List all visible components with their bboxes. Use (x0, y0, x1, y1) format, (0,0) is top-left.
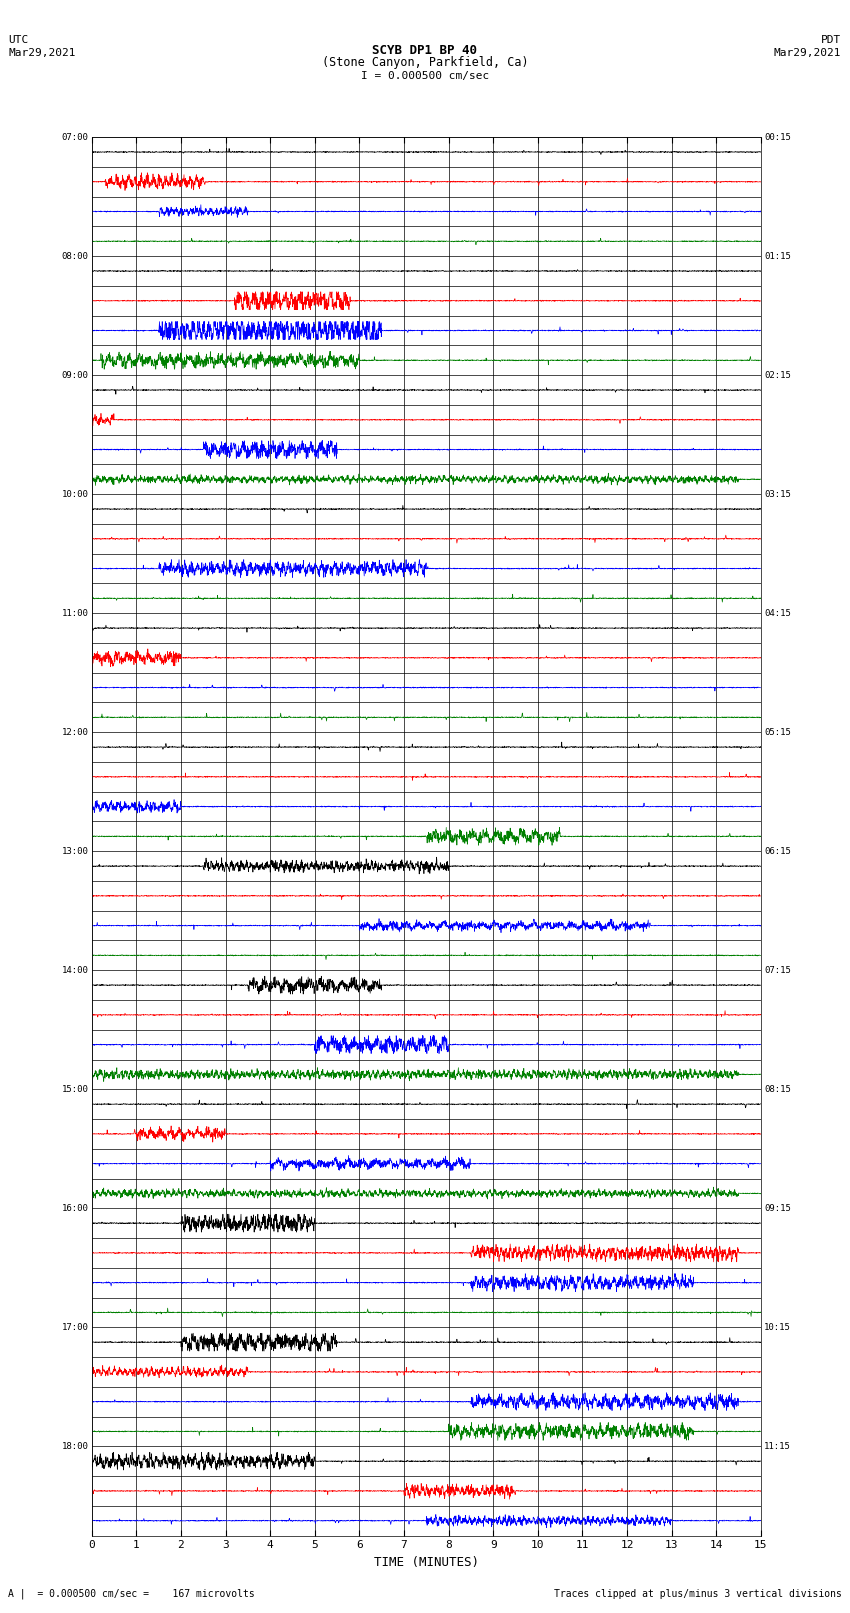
X-axis label: TIME (MINUTES): TIME (MINUTES) (374, 1557, 479, 1569)
Text: 12:00: 12:00 (61, 727, 88, 737)
Text: 11:15: 11:15 (764, 1442, 791, 1450)
Text: (Stone Canyon, Parkfield, Ca): (Stone Canyon, Parkfield, Ca) (321, 56, 529, 69)
Text: A |  = 0.000500 cm/sec =    167 microvolts: A | = 0.000500 cm/sec = 167 microvolts (8, 1589, 255, 1598)
Text: 09:00: 09:00 (61, 371, 88, 379)
Text: 13:00: 13:00 (61, 847, 88, 857)
Text: 11:00: 11:00 (61, 608, 88, 618)
Text: 07:00: 07:00 (61, 132, 88, 142)
Text: I = 0.000500 cm/sec: I = 0.000500 cm/sec (361, 71, 489, 82)
Text: 07:15: 07:15 (764, 966, 791, 974)
Text: 10:15: 10:15 (764, 1323, 791, 1332)
Text: 05:15: 05:15 (764, 727, 791, 737)
Text: 06:15: 06:15 (764, 847, 791, 857)
Text: 18:00: 18:00 (61, 1442, 88, 1450)
Text: 10:00: 10:00 (61, 490, 88, 498)
Text: Mar29,2021: Mar29,2021 (774, 48, 842, 58)
Text: 01:15: 01:15 (764, 252, 791, 261)
Text: 16:00: 16:00 (61, 1203, 88, 1213)
Text: UTC: UTC (8, 35, 29, 45)
Text: 08:00: 08:00 (61, 252, 88, 261)
Text: 14:00: 14:00 (61, 966, 88, 974)
Text: 17:00: 17:00 (61, 1323, 88, 1332)
Text: 03:15: 03:15 (764, 490, 791, 498)
Text: 15:00: 15:00 (61, 1086, 88, 1094)
Text: 02:15: 02:15 (764, 371, 791, 379)
Text: SCYB DP1 BP 40: SCYB DP1 BP 40 (372, 44, 478, 58)
Text: 00:15: 00:15 (764, 132, 791, 142)
Text: Mar29,2021: Mar29,2021 (8, 48, 76, 58)
Text: 04:15: 04:15 (764, 608, 791, 618)
Text: 08:15: 08:15 (764, 1086, 791, 1094)
Text: Traces clipped at plus/minus 3 vertical divisions: Traces clipped at plus/minus 3 vertical … (553, 1589, 842, 1598)
Text: 09:15: 09:15 (764, 1203, 791, 1213)
Text: PDT: PDT (821, 35, 842, 45)
